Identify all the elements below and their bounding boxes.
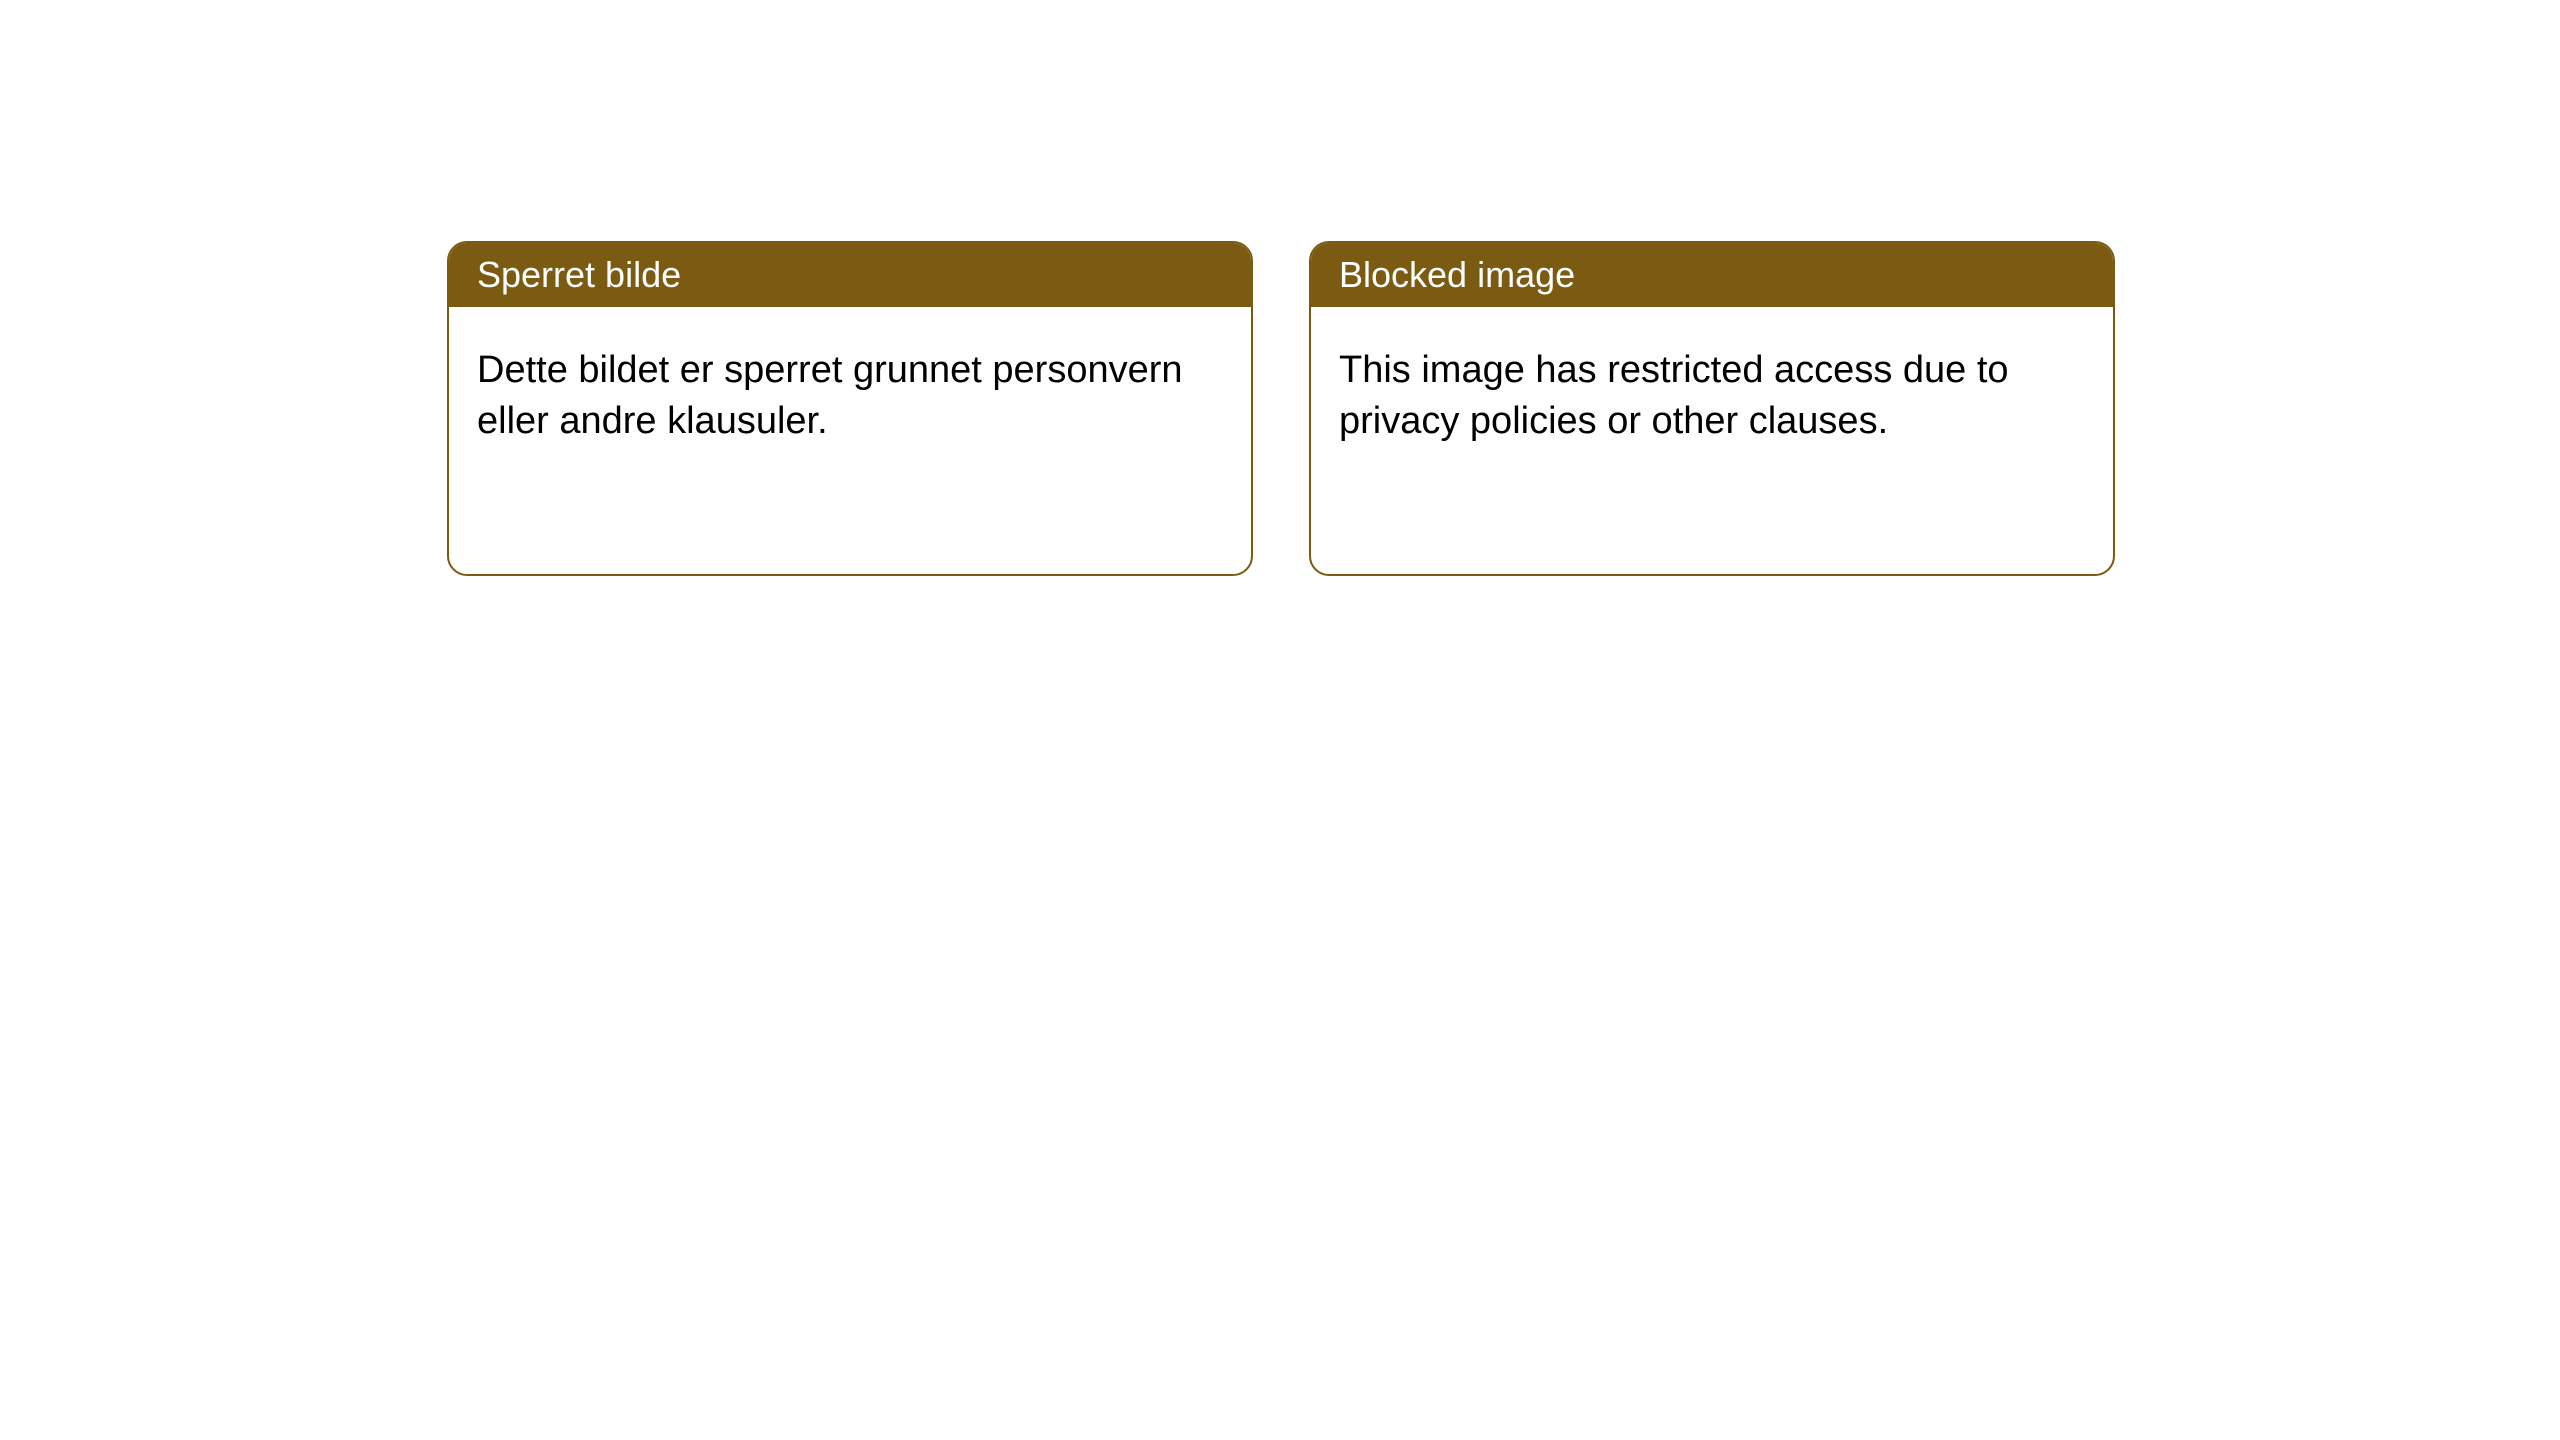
notice-card-title: Sperret bilde xyxy=(449,243,1251,307)
notice-container: Sperret bilde Dette bildet er sperret gr… xyxy=(447,241,2115,576)
notice-card-body: Dette bildet er sperret grunnet personve… xyxy=(449,307,1251,486)
notice-card-no: Sperret bilde Dette bildet er sperret gr… xyxy=(447,241,1253,576)
notice-card-body: This image has restricted access due to … xyxy=(1311,307,2113,486)
notice-card-en: Blocked image This image has restricted … xyxy=(1309,241,2115,576)
notice-card-title: Blocked image xyxy=(1311,243,2113,307)
